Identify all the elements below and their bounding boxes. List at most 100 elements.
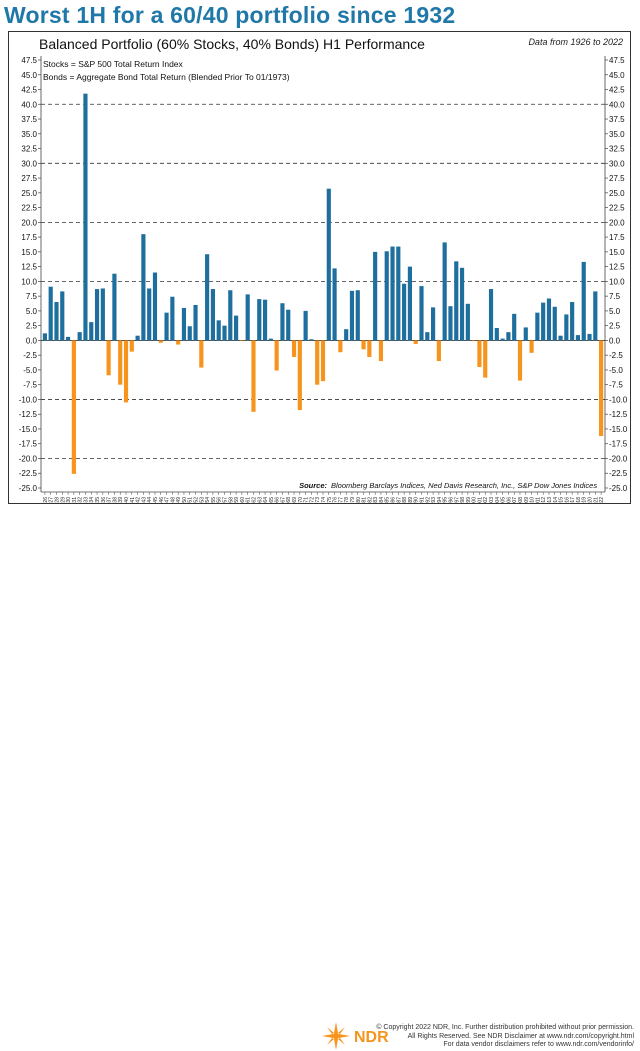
bar-1984 [378,340,384,362]
bar-2017 [570,302,575,341]
y-tick-label-left: 37.5 [21,115,37,124]
x-tick-label: 1967 [280,497,286,503]
bar-2005 [500,338,505,341]
y-tick-label-left: 40.0 [21,100,37,109]
bar-1936 [100,288,105,341]
y-tick-label-left: 27.5 [21,174,37,183]
y-tick-label-right: 25.0 [609,189,625,198]
x-tick-label: 1997 [454,497,460,503]
bar-1966 [274,340,279,371]
bar-1926 [42,333,47,341]
bar-1965 [268,338,273,341]
y-tick-label-right: -20.0 [609,454,628,463]
x-tick-label: 1966 [275,497,281,503]
y-tick-label-right: -22.5 [609,469,628,478]
y-tick-label-left: 35.0 [21,130,37,139]
bar-1944 [147,288,152,341]
y-tick-label-right: 35.0 [609,130,625,139]
bar-2008 [517,340,523,381]
copyright-line-3: For data vendor disclaimers refer to www… [443,1041,634,1049]
x-tick-label: 1987 [396,497,402,503]
x-tick-label: 2017 [570,497,576,503]
y-tick-label-right: 7.5 [609,292,621,301]
x-tick-label: 1983 [373,497,379,503]
y-tick-label-right: -2.5 [609,351,623,360]
x-tick-label: 1936 [101,497,107,503]
y-tick-label-right: -15.0 [609,425,628,434]
bar-chart: Balanced Portfolio (60% Stocks, 40% Bond… [19,36,628,503]
x-tick-label: 2018 [576,497,582,503]
y-tick-label-left: 17.5 [21,233,37,242]
bar-1968 [286,309,291,341]
x-tick-label: 1960 [240,497,246,503]
x-tick-label: 1933 [83,497,89,503]
legend-bonds: Bonds = Aggregate Bond Total Return (Ble… [43,72,290,82]
bar-2020 [587,333,592,341]
bar-1988 [402,283,407,341]
y-tick-label-left: 47.5 [21,56,37,65]
bar-1999 [465,303,470,341]
x-tick-label: 1994 [437,497,443,503]
bar-1943 [141,234,146,341]
bar-1940 [123,340,129,403]
bar-1939 [118,340,123,385]
x-tick-label: 2005 [501,497,507,503]
x-tick-label: 2003 [489,497,495,503]
x-tick-label: 1927 [49,497,55,503]
x-tick-label: 1980 [356,497,362,503]
y-tick-label-right: 12.5 [609,263,625,272]
x-tick-label: 2002 [483,497,489,503]
bar-1928 [54,302,59,341]
bar-1980 [355,290,360,341]
x-tick-label: 1926 [43,497,49,503]
bar-1997 [454,261,459,341]
x-tick-label: 2011 [535,497,541,503]
y-tick-label-left: 7.5 [26,292,38,301]
y-tick-label-right: 15.0 [609,248,625,257]
bar-2018 [575,335,581,341]
bar-1990 [413,340,418,344]
x-tick-label: 1991 [419,497,425,503]
x-tick-label: 2022 [599,497,605,503]
bar-2007 [512,313,517,341]
bar-1934 [89,322,94,341]
x-tick-label: 1928 [54,497,60,503]
y-tick-label-right: 2.5 [609,322,621,331]
source-text: Bloomberg Barclays Indices, Ned Davis Re… [331,481,597,490]
bar-1989 [407,266,412,341]
bar-1931 [71,340,76,474]
bar-1948 [170,296,175,341]
y-tick-label-left: 22.5 [21,204,37,213]
x-tick-label: 2000 [472,497,478,503]
x-tick-label: 1940 [124,497,130,503]
x-tick-label: 1973 [315,497,321,503]
y-tick-label-right: 0.0 [609,336,621,345]
bar-1993 [430,307,436,341]
x-tick-label: 2013 [547,497,553,503]
x-tick-label: 1998 [460,497,466,503]
y-tick-label-left: 2.5 [26,322,38,331]
y-tick-label-right: 37.5 [609,115,625,124]
x-tick-label: 1945 [153,497,159,503]
x-tick-label: 1956 [217,497,223,503]
y-tick-label-right: 5.0 [609,307,621,316]
y-tick-label-left: -15.0 [19,425,38,434]
bar-1941 [129,340,134,352]
x-tick-label: 1949 [176,497,182,503]
y-tick-label-right: 27.5 [609,174,625,183]
x-tick-label: 2004 [495,497,501,503]
bar-2000 [471,340,476,342]
y-tick-label-right: -12.5 [609,410,628,419]
x-tick-label: 1985 [385,497,391,503]
bar-2019 [581,261,586,341]
bar-2022 [599,340,604,437]
x-tick-label: 1999 [466,497,472,503]
y-tick-label-left: -22.5 [19,469,38,478]
x-tick-label: 1989 [408,497,414,503]
x-tick-label: 1996 [448,497,454,503]
bar-2010 [529,340,534,353]
bar-1971 [303,310,308,341]
x-tick-label: 1934 [89,497,95,503]
bar-1945 [152,272,158,341]
bar-2012 [541,302,546,341]
